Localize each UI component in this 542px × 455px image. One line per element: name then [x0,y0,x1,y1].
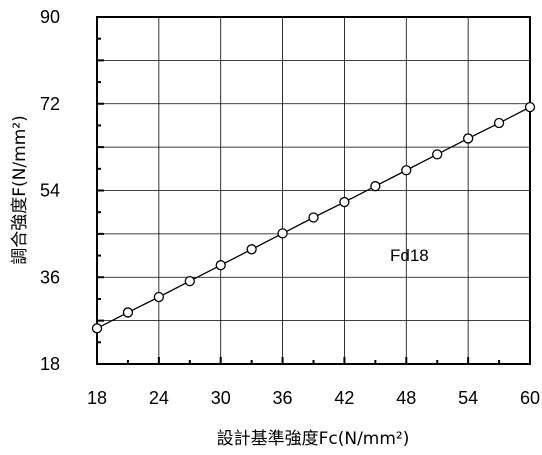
data-point [308,212,319,223]
x-tick-label: 42 [334,388,354,408]
x-axis-ticks: 18 24 30 36 42 48 54 60 [87,357,540,408]
y-tick-label: 54 [40,181,60,201]
data-point [246,244,257,255]
x-tick-label: 18 [87,388,107,408]
data-point [277,228,288,239]
data-point [524,101,536,113]
data-point [493,117,505,129]
data-point [184,275,195,287]
data-point [153,291,165,303]
data-points [91,101,536,334]
x-axis-title: 設計基準強度Fc(N/mm²) [217,429,410,449]
y-axis-title: 調合強度F(N/mm²) [10,115,30,264]
data-point [215,260,226,271]
data-point [122,307,134,318]
data-point [462,133,474,144]
grid-lines [97,17,530,364]
x-tick-label: 60 [520,388,540,408]
data-point [91,323,103,334]
annotation-label: Fd18 [390,246,429,265]
data-point [339,196,350,208]
x-tick-label: 24 [149,388,169,408]
data-point [432,149,443,160]
x-tick-label: 36 [273,388,293,408]
y-tick-label: 18 [40,354,60,374]
y-tick-label: 72 [40,94,60,114]
x-tick-label: 54 [458,388,478,408]
x-tick-label: 48 [396,388,416,408]
x-tick-label: 30 [211,388,231,408]
data-point [370,181,381,192]
data-point [401,165,412,176]
y-axis-ticks: 18 36 54 72 90 [40,7,104,374]
y-tick-label: 90 [40,7,60,27]
y-tick-label: 36 [40,267,60,287]
